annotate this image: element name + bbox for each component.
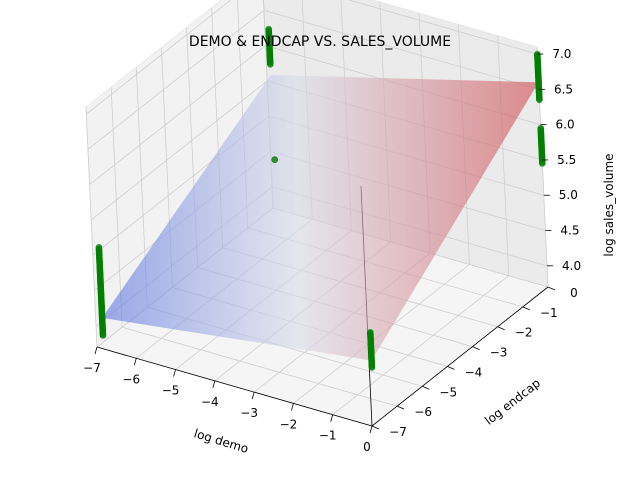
x-tick-label: −1 xyxy=(319,429,337,443)
y-tick-label: −3 xyxy=(490,346,508,360)
x-tick-label: −3 xyxy=(240,406,258,420)
y-tick-label: −7 xyxy=(389,425,407,439)
y-tick-mark xyxy=(472,346,480,350)
x-axis-label: log demo xyxy=(192,426,250,456)
y-axis-line xyxy=(371,286,549,427)
data-point xyxy=(265,25,273,33)
x-tick-mark xyxy=(212,380,216,388)
y-tick-mark xyxy=(371,425,380,430)
tick-labels: −7 −6 −5 −4 −3 −2 −1 0 −7 −6 −5 −4 −3 −2 −1 0 4.0 4.5 5.0 5… xyxy=(83,47,581,454)
x-tick-label: −6 xyxy=(122,372,140,386)
data-points xyxy=(95,25,546,371)
z-tick-label: 5.5 xyxy=(557,153,576,167)
x-tick-mark xyxy=(330,414,334,422)
y-tick-label: −2 xyxy=(515,326,533,340)
grid-line-y xyxy=(85,106,98,348)
grid-line-y xyxy=(122,326,398,407)
grid-line-z xyxy=(347,0,538,55)
x-axis-line xyxy=(96,346,373,427)
x-tick-mark xyxy=(291,403,294,411)
x-tick-label: −2 xyxy=(280,417,298,431)
y-axis-label: log endcap xyxy=(482,376,543,428)
data-point xyxy=(95,244,103,251)
y-tick-mark xyxy=(522,306,531,311)
y-tick-label: −1 xyxy=(540,306,558,320)
y-tick-mark xyxy=(422,385,430,390)
y-tick-mark xyxy=(447,366,455,370)
grid-line-z xyxy=(263,9,540,90)
z-tick-label: 6.0 xyxy=(556,118,575,132)
x-tick-mark xyxy=(94,346,98,355)
grid-line-z xyxy=(86,0,232,115)
chart-title: DEMO & ENDCAP VS. SALES_VOLUME xyxy=(189,34,451,50)
y-tick-label: −6 xyxy=(414,405,432,419)
y-tick-mark xyxy=(497,326,505,331)
y-tick-label: −5 xyxy=(439,385,457,399)
y-tick-label: −4 xyxy=(465,365,483,379)
grid-line-x xyxy=(332,275,509,416)
grid-line-z xyxy=(89,45,266,185)
z-tick-label: 4.5 xyxy=(560,224,579,238)
z-axis-label: log sales_volume xyxy=(602,153,616,256)
x-tick-label: −4 xyxy=(201,395,219,409)
x-tick-mark xyxy=(173,369,176,377)
x-tick-mark xyxy=(251,392,255,400)
x-tick-mark xyxy=(133,358,137,366)
y-tick-mark xyxy=(547,286,556,291)
z-tick-label: 4.0 xyxy=(562,259,581,273)
grid-line-y xyxy=(110,87,123,328)
fitted-surface xyxy=(102,75,539,361)
y-tick-label: 0 xyxy=(570,286,578,300)
z-tick-label: 7.0 xyxy=(552,47,571,61)
z-tick-label: 5.0 xyxy=(559,188,578,202)
z-tick-label: 6.5 xyxy=(554,82,573,96)
surface-plane xyxy=(102,75,539,361)
x-tick-label: −5 xyxy=(162,384,180,398)
x-tick-label: 0 xyxy=(363,440,371,454)
grid-line-x xyxy=(497,35,510,276)
data-point xyxy=(271,156,279,163)
data-point xyxy=(366,328,374,336)
grid-line-z xyxy=(90,80,268,221)
data-point xyxy=(537,124,545,132)
x-tick-mark xyxy=(369,425,373,434)
grid-line-z xyxy=(87,10,265,150)
x-tick-label: −7 xyxy=(83,361,101,375)
y-tick-mark xyxy=(396,405,405,410)
